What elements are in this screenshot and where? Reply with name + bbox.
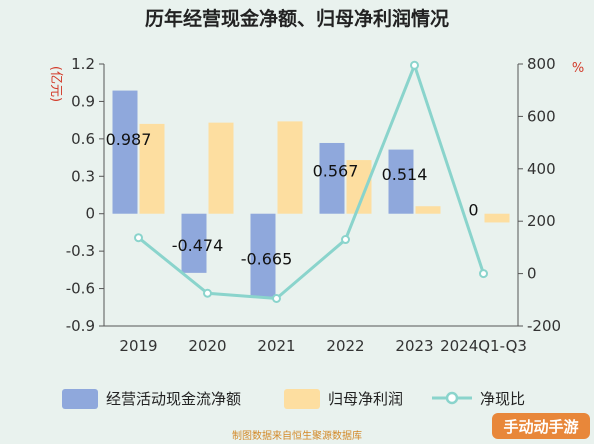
bar-net-profit	[208, 122, 234, 214]
footer-source: 制图数据来自恒生聚源数据库	[232, 429, 362, 442]
ratio-point	[203, 288, 212, 298]
left-tick-label: -0.6	[66, 280, 95, 298]
left-tick-label: -0.3	[66, 242, 95, 260]
data-label-cashflow: 0.514	[382, 165, 428, 184]
legend-label-cashflow: 经营活动现金流净额	[106, 390, 241, 408]
ratio-point	[341, 235, 350, 245]
legend-label-ratio: 净现比	[480, 390, 525, 408]
watermark-text: 手动动手游	[503, 418, 578, 436]
bar-cashflow	[319, 142, 345, 214]
ratio-point	[272, 293, 281, 303]
left-axis-unit: (亿元)	[48, 66, 63, 102]
ratio-line	[137, 60, 485, 301]
right-tick-label: 800	[527, 55, 556, 73]
x-tick-label: 2022	[326, 337, 364, 355]
bar-net-profit	[484, 213, 510, 223]
x-tick-label: 2024Q1-Q3	[440, 337, 527, 355]
chart-title: 历年经营现金净额、归母净利润情况	[145, 7, 449, 30]
bar-cashflow	[181, 213, 207, 273]
left-tick-label: -0.9	[66, 317, 95, 335]
ratio-point	[410, 60, 419, 70]
left-tick-label: 0.9	[71, 92, 95, 110]
x-tick-label: 2019	[119, 337, 157, 355]
legend-swatch-cashflow	[62, 389, 98, 409]
bar-cashflow	[250, 213, 276, 297]
bar-net-profit	[415, 206, 441, 214]
bar-net-profit	[139, 123, 165, 214]
data-label-cashflow: 0	[468, 201, 478, 220]
x-tick-label: 2020	[188, 337, 226, 355]
legend-marker-ratio	[445, 391, 459, 405]
watermark-badge	[492, 413, 590, 439]
left-tick-label: 1.2	[71, 55, 95, 73]
data-label-cashflow: 0.987	[106, 130, 152, 149]
right-axis-unit: %	[572, 61, 584, 76]
bar-cashflow	[112, 90, 138, 214]
right-tick-label: 400	[527, 160, 556, 178]
right-tick-label: 0	[527, 265, 537, 283]
left-tick-label: 0.3	[71, 167, 95, 185]
legend: 经营活动现金流净额 归母净利润 净现比	[62, 389, 525, 409]
bar-cashflow	[388, 149, 414, 214]
data-label-cashflow: -0.474	[172, 236, 224, 255]
ratio-point	[479, 269, 488, 279]
left-tick-label: 0.6	[71, 130, 95, 148]
right-tick-label: 600	[527, 107, 556, 125]
bar-net-profit	[277, 121, 303, 214]
legend-label-net-profit: 归母净利润	[328, 390, 403, 408]
legend-swatch-net-profit	[284, 389, 320, 409]
data-label-cashflow: 0.567	[313, 161, 359, 180]
data-label-cashflow: -0.665	[241, 249, 293, 268]
x-tick-label: 2021	[257, 337, 295, 355]
plot-area: 1.2 0.9 0.6 0.3 0 -0.3 -0.6 -0.9 800 600 400 200 0 -2…	[48, 55, 584, 355]
left-tick-label: 0	[85, 205, 95, 223]
ratio-point	[134, 233, 143, 243]
right-tick-label: -200	[527, 317, 561, 335]
right-tick-label: 200	[527, 212, 556, 230]
x-tick-label: 2023	[395, 337, 433, 355]
